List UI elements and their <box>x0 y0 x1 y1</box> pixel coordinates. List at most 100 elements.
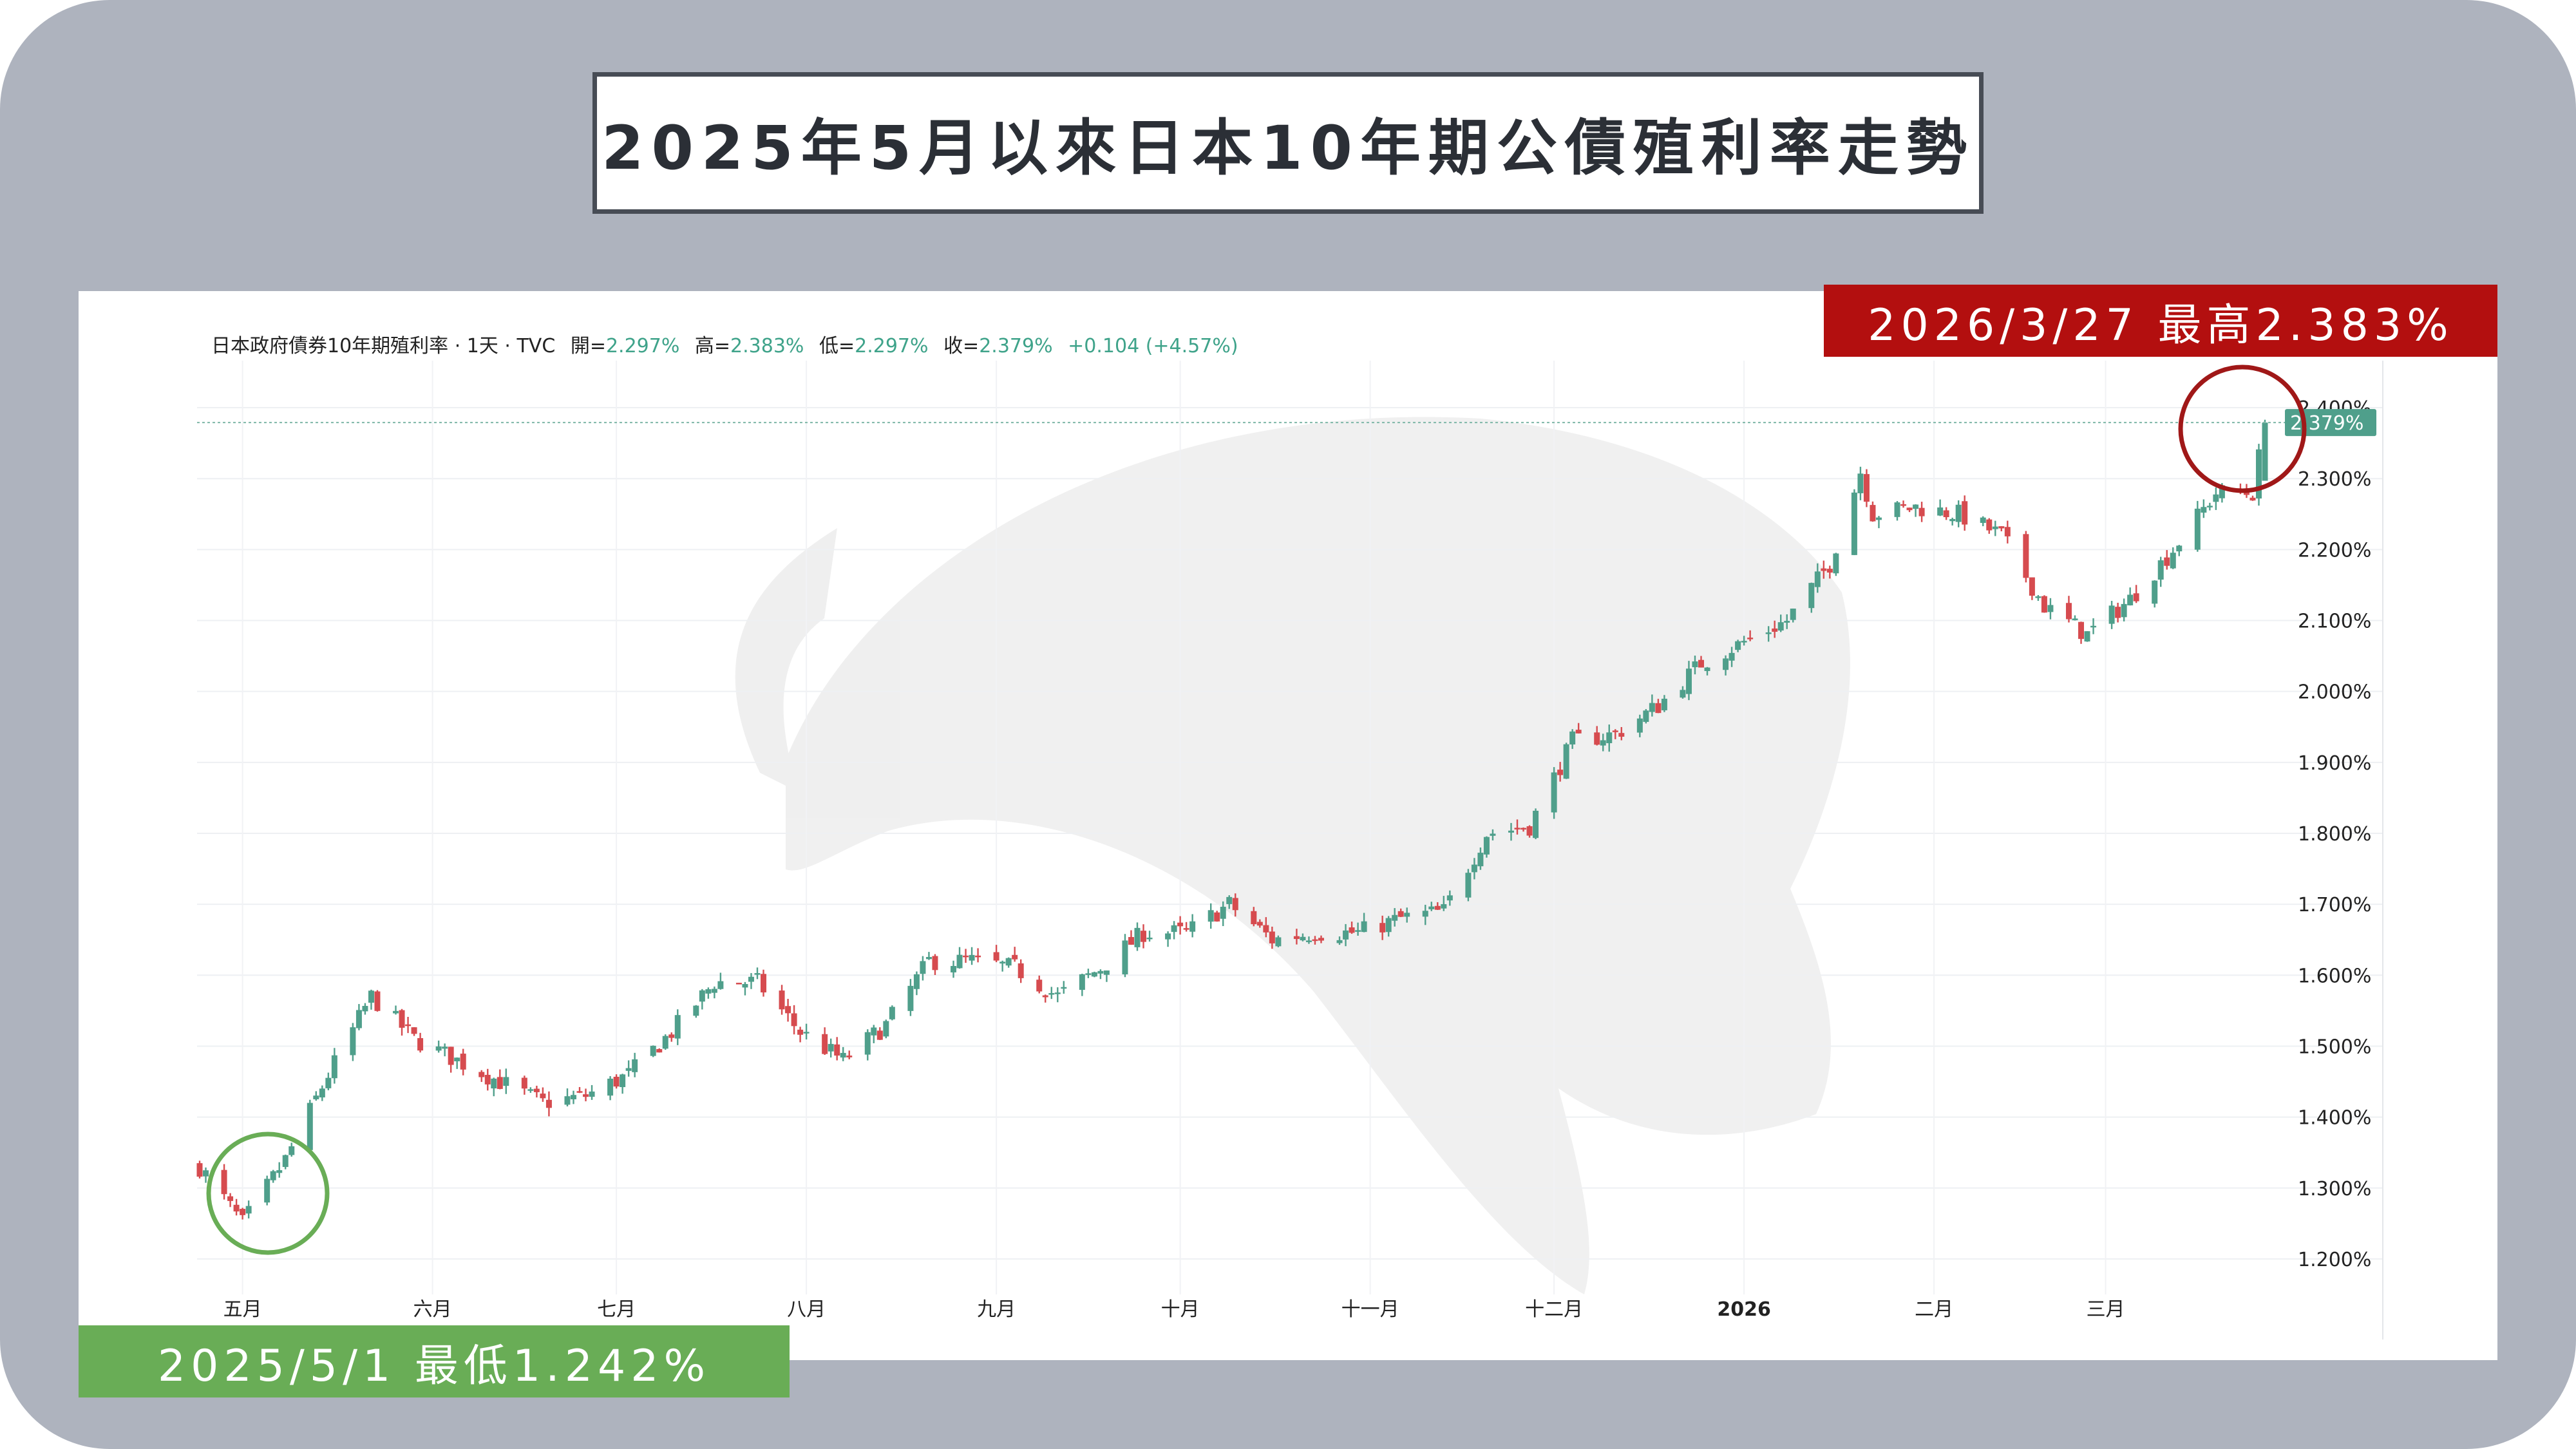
candle <box>1863 469 1870 507</box>
candle-body <box>1048 993 1055 995</box>
candle <box>1943 507 1949 520</box>
candle <box>1918 502 1925 522</box>
candle <box>1379 915 1386 940</box>
candle-body <box>1177 922 1184 927</box>
candle <box>1141 924 1147 949</box>
high-highlight-circle <box>2178 365 2307 493</box>
candle <box>1134 922 1141 951</box>
candle <box>1747 630 1754 641</box>
candle-body <box>2084 631 2090 642</box>
x-tick-label: 2026 <box>1717 1298 1771 1321</box>
candle-body <box>2249 497 2256 501</box>
candle-body <box>374 991 381 1011</box>
candle-body <box>625 1068 632 1071</box>
candle <box>1005 957 1012 968</box>
candle-body <box>240 1209 246 1215</box>
candle <box>527 1087 534 1093</box>
candle-body <box>864 1032 871 1055</box>
candle-body <box>1643 710 1649 722</box>
chart-panel <box>79 291 2497 1360</box>
candle-body <box>1300 936 1306 941</box>
candle-body <box>276 1170 283 1173</box>
candle-body <box>2164 557 2170 566</box>
candle <box>1826 565 1833 579</box>
candle <box>1091 971 1097 978</box>
candle <box>1814 563 1821 593</box>
candle <box>442 1043 448 1057</box>
candle-body <box>1422 911 1428 917</box>
candle-body <box>1821 568 1827 571</box>
candle <box>1894 500 1900 521</box>
x-tick-label: 五月 <box>223 1298 262 1321</box>
candle-body <box>2213 494 2219 502</box>
candle-body <box>1870 505 1876 522</box>
candle-body <box>1103 970 1110 975</box>
x-tick-label: 八月 <box>787 1298 826 1321</box>
candle-body <box>2157 560 2164 580</box>
candle-body <box>2121 603 2127 618</box>
candle-body <box>1655 703 1662 714</box>
candle <box>1097 969 1104 980</box>
candle-body <box>1146 937 1153 940</box>
x-tick-label: 九月 <box>977 1298 1016 1321</box>
candle <box>1361 913 1367 933</box>
candle-body <box>1863 474 1870 502</box>
candle <box>2213 487 2219 510</box>
candle <box>1490 829 1496 841</box>
candle <box>289 1142 295 1157</box>
candle-body <box>583 1094 589 1097</box>
candle <box>374 990 381 1012</box>
candle-body <box>650 1045 656 1056</box>
candle-body <box>1251 911 1257 925</box>
candle-body <box>307 1103 313 1150</box>
candle <box>1790 608 1796 623</box>
candle-body <box>1704 667 1710 671</box>
candle-body <box>1483 837 1490 855</box>
candle-body <box>245 1206 252 1214</box>
y-tick-label: 2.100% <box>2298 611 2371 633</box>
candle <box>1183 922 1189 932</box>
candle <box>956 947 963 969</box>
candle <box>620 1074 626 1094</box>
y-tick-label: 1.500% <box>2298 1036 2371 1058</box>
candle <box>2176 545 2183 556</box>
candle <box>999 960 1006 972</box>
candle <box>362 1003 368 1015</box>
candle <box>1220 901 1226 926</box>
candle-body <box>1728 652 1735 661</box>
candle <box>1728 647 1735 667</box>
candle-body <box>1343 930 1349 940</box>
x-tick-label: 三月 <box>2087 1298 2125 1321</box>
candle-body <box>1557 770 1564 775</box>
candle <box>748 972 754 989</box>
candle <box>1392 908 1398 927</box>
candle <box>1343 923 1349 947</box>
candle <box>797 1027 804 1043</box>
candle <box>717 972 724 990</box>
candle-body <box>1404 913 1410 917</box>
candle <box>1949 517 1956 526</box>
candle-body <box>1618 733 1625 737</box>
candle <box>1557 762 1564 782</box>
candle <box>1465 869 1472 902</box>
candle <box>2023 531 2029 583</box>
candle-body <box>1269 931 1275 943</box>
candle-body <box>1649 703 1655 712</box>
candle <box>864 1029 871 1061</box>
candle <box>828 1038 834 1058</box>
candle-body <box>2201 507 2207 513</box>
candle <box>1661 695 1667 712</box>
candle-body <box>313 1095 319 1099</box>
candle-body <box>1857 473 1864 493</box>
candle-body <box>2090 625 2097 628</box>
candle-body <box>576 1091 583 1093</box>
candle <box>951 960 957 978</box>
candle <box>570 1090 576 1104</box>
candle-body <box>570 1095 576 1100</box>
candle-body <box>993 952 999 961</box>
candle-body <box>1141 931 1147 942</box>
candle <box>435 1040 442 1053</box>
candle-body <box>527 1089 534 1091</box>
candle-body <box>362 1005 368 1012</box>
candle <box>1643 709 1649 724</box>
